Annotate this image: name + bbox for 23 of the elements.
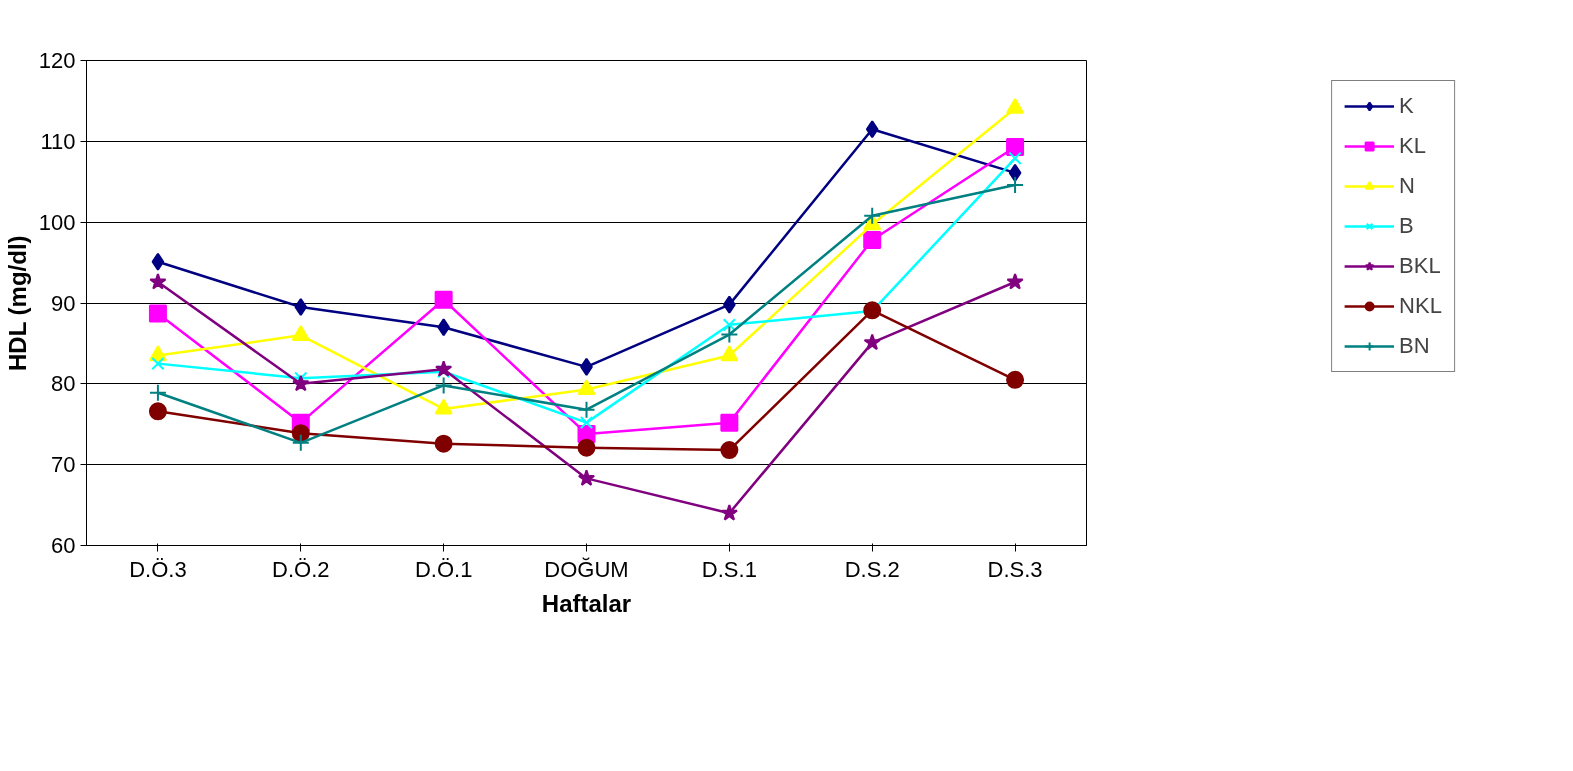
x-axis-title: Haftalar [541, 589, 632, 617]
legend-label: KL [1399, 133, 1427, 159]
y-tick-label: 120 [38, 48, 76, 73]
legend-label: K [1399, 93, 1415, 119]
legend-label: NKL [1399, 293, 1442, 319]
y-tick-label: 60 [51, 533, 76, 558]
y-tick-label: 70 [51, 452, 76, 478]
x-tick-label: DOĞUM [544, 556, 629, 582]
y-axis-title: HDL (mg/dl) [3, 235, 31, 371]
y-tick-label: 90 [51, 290, 76, 316]
x-tick-label: D.S.1 [701, 556, 757, 582]
legend-label: BKL [1399, 253, 1441, 279]
x-tick-label: D.Ö.3 [129, 556, 187, 582]
y-tick-label: 110 [40, 128, 76, 154]
y-tick-label: 80 [51, 371, 76, 397]
legend-label: N [1399, 173, 1416, 199]
y-tick-label: 100 [38, 209, 76, 235]
x-tick-label: D.Ö.1 [414, 556, 473, 582]
legend-label: B [1399, 213, 1415, 239]
legend-label: BN [1399, 333, 1430, 359]
x-tick-label: D.S.2 [844, 556, 900, 582]
x-tick-label: D.S.3 [987, 556, 1043, 582]
x-tick-label: D.Ö.2 [272, 556, 330, 582]
